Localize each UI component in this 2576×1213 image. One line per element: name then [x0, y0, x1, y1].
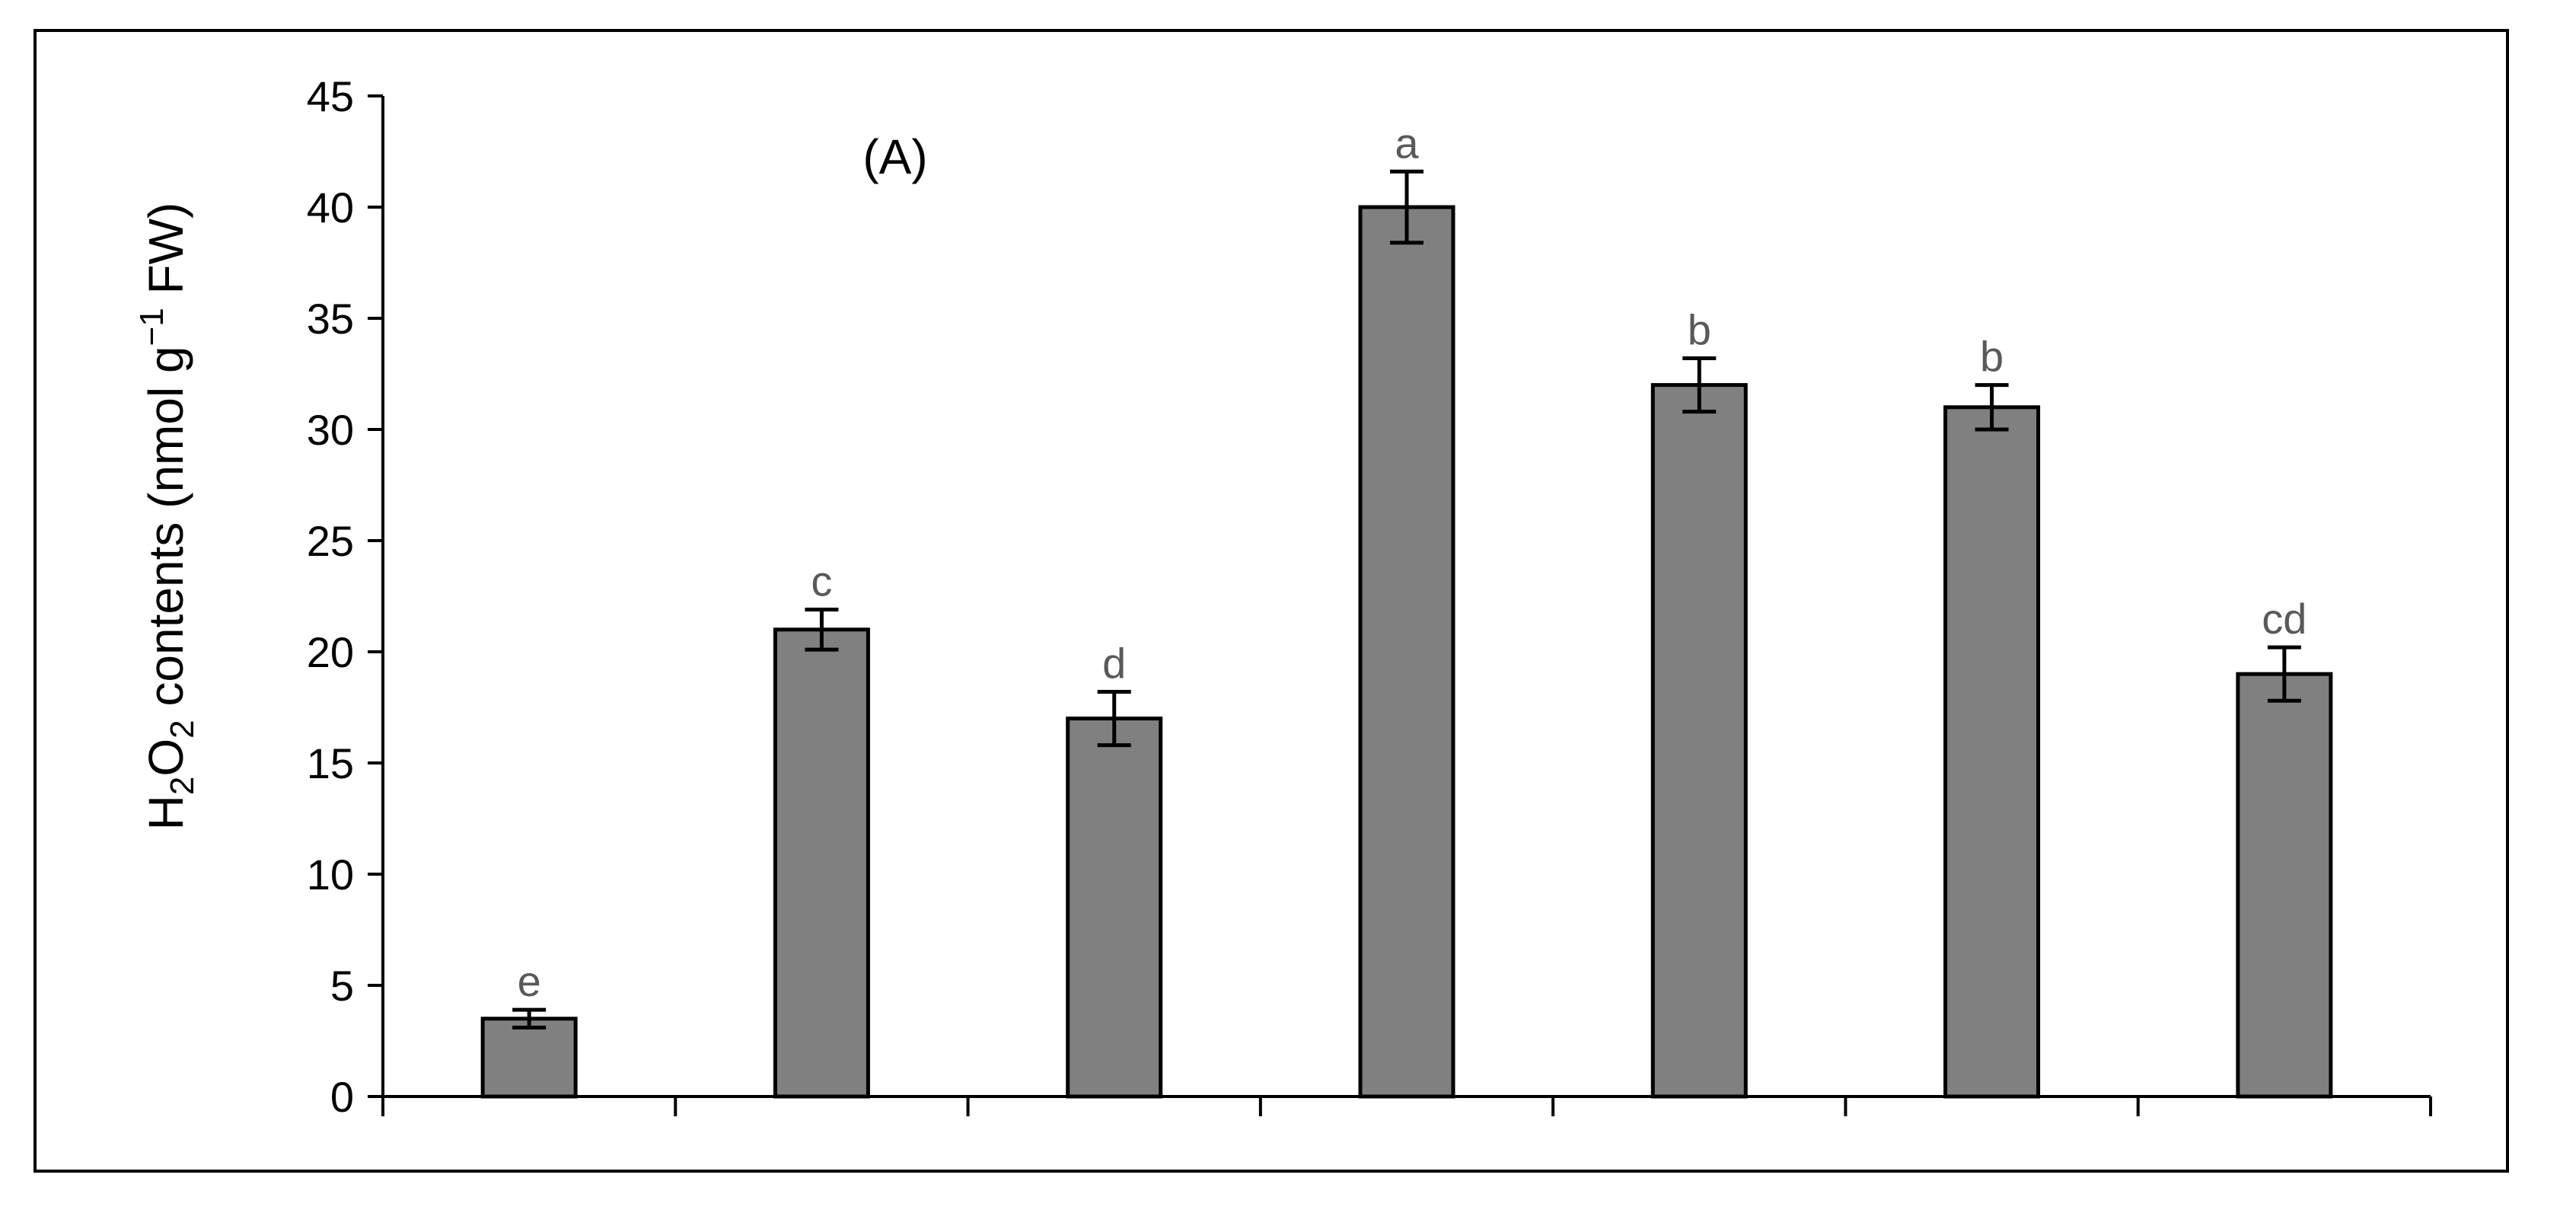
y-tick-label: 40 — [307, 184, 354, 231]
panel-label: (A) — [862, 129, 927, 184]
y-tick-label: 0 — [330, 1073, 354, 1121]
y-tick-label: 45 — [307, 72, 354, 120]
y-title-sub2: 2 — [164, 720, 201, 738]
y-axis-title: H2O2 contents (nmol g−1 FW) — [133, 203, 201, 831]
y-tick-label: 25 — [307, 517, 354, 565]
significance-label: d — [1102, 640, 1126, 688]
y-tick-label: 5 — [330, 962, 354, 1010]
bar — [1066, 717, 1163, 1099]
significance-label: a — [1395, 119, 1419, 167]
y-title-suffix: FW) — [139, 203, 193, 308]
bar — [1358, 205, 1455, 1099]
significance-label: cd — [2262, 595, 2307, 643]
bar — [1650, 383, 1748, 1099]
y-title-text: contents (nmol g — [139, 346, 193, 720]
y-tick-label: 10 — [307, 851, 354, 899]
y-tick-label: 15 — [307, 739, 354, 787]
y-axis: 0 5 10 15 20 25 30 35 40 45 — [307, 72, 384, 1121]
bar — [773, 627, 870, 1099]
significance-label: b — [1980, 333, 2004, 381]
bar — [2236, 672, 2333, 1099]
y-tick-label: 20 — [307, 628, 354, 676]
y-tick-label: 30 — [307, 406, 354, 454]
chart-frame — [33, 29, 2509, 1173]
significance-label: b — [1688, 306, 1711, 354]
y-tick-label: 35 — [307, 295, 354, 343]
y-title-o: O — [139, 739, 193, 777]
y-title-sup: −1 — [133, 308, 171, 346]
x-axis — [381, 1095, 2432, 1116]
y-title-h: H — [139, 795, 193, 830]
bar — [1943, 405, 2041, 1099]
y-title-sub1: 2 — [164, 777, 201, 795]
significance-label: c — [811, 557, 832, 605]
significance-label: e — [518, 957, 541, 1005]
bar — [480, 1017, 578, 1099]
